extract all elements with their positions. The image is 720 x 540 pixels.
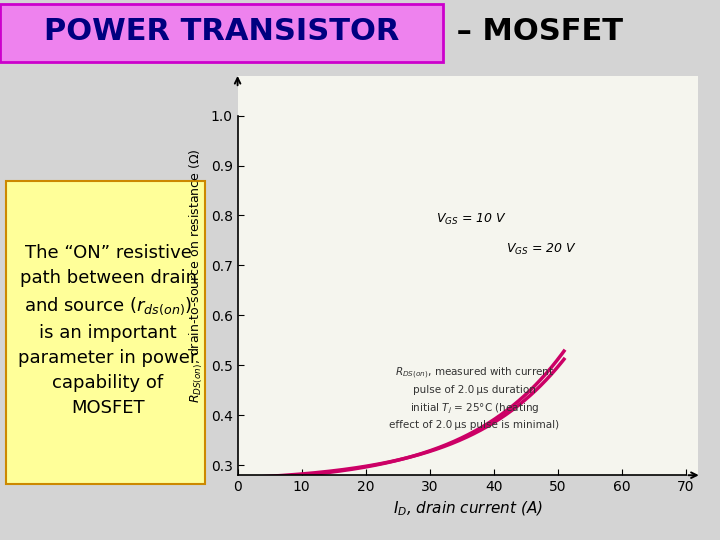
Text: $V_{GS}$ = 10 V: $V_{GS}$ = 10 V [436,212,507,227]
FancyBboxPatch shape [0,4,443,62]
Text: – MOSFET: – MOSFET [446,17,624,45]
Text: $V_{GS}$ = 20 V: $V_{GS}$ = 20 V [506,242,577,257]
Text: POWER TRANSISTOR: POWER TRANSISTOR [44,17,399,45]
Y-axis label: $R_{DS(on)}$, drain-to-source on resistance (Ω): $R_{DS(on)}$, drain-to-source on resista… [188,148,205,403]
Text: $R_{DS(on)}$, measured with current
pulse of 2.0 μs duration
initial $T_j$ = 25°: $R_{DS(on)}$, measured with current puls… [390,365,559,430]
FancyBboxPatch shape [6,181,205,484]
Text: The “ON” resistive
path between drain
and source ($r_{ds(on)}$)
is an important
: The “ON” resistive path between drain an… [18,244,198,417]
X-axis label: $I_D$, drain current (A): $I_D$, drain current (A) [393,500,543,518]
